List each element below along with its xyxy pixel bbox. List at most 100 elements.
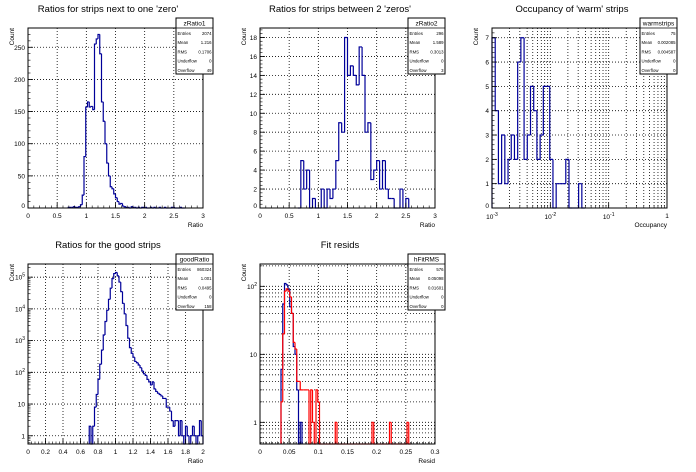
histogram-bin: [317, 389, 320, 403]
stats-value: 49: [207, 68, 212, 73]
histogram-bin: [123, 303, 126, 315]
y-tick-label: 6: [485, 60, 489, 67]
y-tick-label: 0: [485, 203, 489, 210]
histogram-bin: [109, 175, 112, 188]
histogram-bin: [85, 106, 88, 157]
histogram-bin: [137, 362, 140, 366]
x-tick-label: 2.5: [169, 213, 178, 220]
x-tick-label: 1.4: [146, 449, 155, 456]
histogram-bin: [99, 34, 102, 55]
histogram-bin: [549, 86, 553, 160]
histogram-bin: [186, 426, 189, 437]
stats-label: Underflow: [178, 295, 198, 300]
histogram-bin: [92, 106, 95, 111]
stats-box-frame: [407, 253, 446, 311]
histogram-bin: [520, 37, 525, 63]
histogram-bin: [378, 160, 383, 190]
chart-title: Ratios for strips between 2 'zeros': [269, 4, 411, 15]
histogram-bin: [113, 272, 116, 279]
x-tick-label: 1.2: [128, 449, 137, 456]
histogram-bin: [300, 160, 304, 208]
stats-label: Entries: [178, 267, 191, 272]
stats-label: RMS: [178, 285, 188, 290]
histogram-bin: [341, 122, 345, 133]
y-tick-label: 0: [21, 203, 25, 210]
tick-mantissa: 10: [15, 338, 23, 345]
y-tick-label: 104: [15, 304, 25, 313]
stats-label: Underflow: [642, 59, 662, 64]
x-tick-label: 0: [26, 449, 30, 456]
stats-value: 1.216: [201, 40, 212, 45]
chart-title: Ratios for the good strips: [55, 240, 161, 251]
histogram-bin: [121, 203, 125, 207]
stats-label: Overflow: [642, 68, 660, 73]
histogram-bin: [125, 313, 128, 327]
histogram-bin: [92, 425, 95, 444]
histogram-bin: [107, 163, 111, 177]
stats-value: 0.0495: [198, 285, 212, 290]
histogram-bin: [299, 381, 302, 391]
histogram-bin: [343, 36, 348, 133]
x-axis-title: Ratio: [188, 222, 204, 229]
x-tick-label: 1.6: [163, 449, 172, 456]
histogram-bin: [74, 206, 77, 208]
histogram-bin: [306, 169, 310, 190]
y-tick-label: 1: [253, 420, 257, 427]
histogram-bin: [162, 395, 165, 400]
histogram-bin: [97, 378, 100, 395]
tick-exponent: 2: [254, 282, 257, 288]
histogram-bin: [109, 287, 112, 300]
histogram-bin: [373, 169, 377, 180]
stats-value: 3: [441, 68, 444, 73]
histogram-bin: [200, 420, 203, 437]
histogram-bin: [111, 278, 114, 289]
histogram-bin: [100, 349, 104, 365]
x-tick-label: 3: [433, 213, 437, 220]
histogram-bin: [135, 361, 139, 364]
y-tick-label: 102: [15, 368, 25, 377]
histogram-bin: [529, 85, 534, 136]
tick-mantissa: 10: [15, 370, 23, 377]
histogram-series: [280, 288, 411, 445]
stats-box-name: zRatio1: [183, 21, 205, 28]
histogram-bin: [370, 122, 374, 181]
histogram-bin: [349, 65, 354, 76]
histogram-bin: [581, 183, 586, 209]
x-tick-label: 1: [317, 213, 321, 220]
x-tick-label: 1.5: [343, 213, 352, 220]
histogram-bin: [311, 389, 315, 423]
histogram-bin: [127, 325, 130, 339]
histogram-bin: [153, 381, 156, 390]
histogram-bin: [283, 290, 287, 334]
y-tick-label: 7: [485, 35, 489, 42]
y-tick-label: 10: [250, 352, 258, 359]
x-axis-title: Resid: [418, 458, 435, 465]
histogram-bin: [99, 363, 102, 380]
histogram-pad: Ratios for strips next to one 'zero' 0 0.5…: [9, 4, 214, 229]
y-tick-label: 6: [253, 149, 257, 156]
stats-label: Entries: [410, 31, 423, 36]
stats-value: 158: [204, 304, 212, 309]
histogram-bin: [387, 189, 392, 200]
x-tick-label: 0.8: [93, 449, 102, 456]
x-tick-label: 0.1: [314, 449, 323, 456]
histogram-bin: [292, 313, 295, 343]
stats-value: 0.1706: [198, 49, 212, 54]
histogram-bin: [536, 110, 541, 160]
histogram-series: [491, 37, 586, 209]
tick-exponent: 4: [22, 304, 25, 310]
stats-box-frame: [175, 253, 214, 311]
histogram-bin: [332, 188, 336, 199]
stats-label: Mean: [410, 276, 421, 281]
histogram-bin: [578, 183, 582, 208]
x-tick-label: 1.8: [181, 449, 190, 456]
histogram-bin: [282, 333, 285, 402]
x-tick-label: 0: [26, 213, 30, 220]
stats-box: zRatio1 Entries 2074 Mean 1.216 RMS 0.1706Unde…: [175, 17, 214, 75]
stats-label: Mean: [410, 40, 421, 45]
y-tick-label: 150: [14, 109, 25, 116]
y-tick-label: 3: [485, 133, 489, 140]
tick-exponent: -3: [493, 212, 498, 218]
